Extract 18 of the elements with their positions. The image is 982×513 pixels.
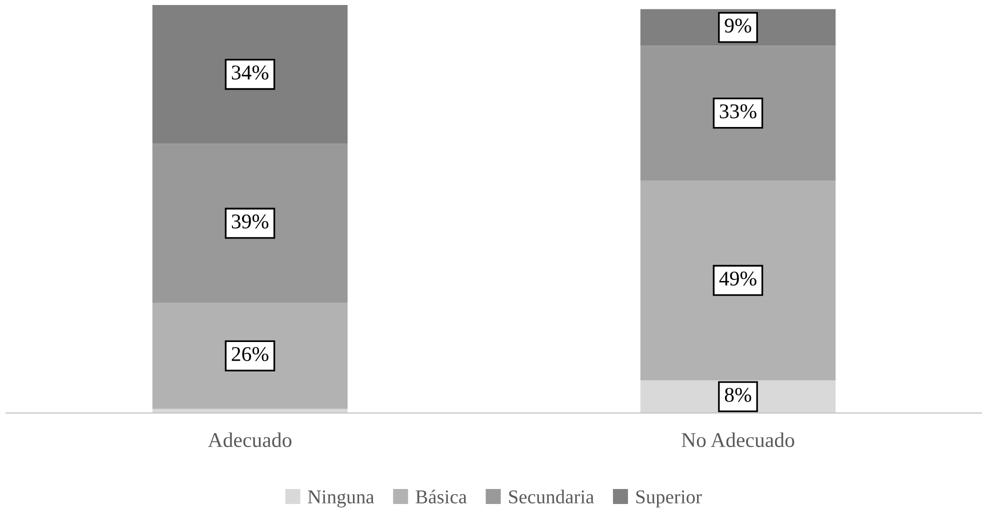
bar xyxy=(152,302,348,409)
data-label: 33% xyxy=(720,104,756,118)
data-label: 34% xyxy=(232,66,268,80)
data-label: 8% xyxy=(724,388,752,402)
bar xyxy=(152,144,348,303)
bar xyxy=(640,180,836,380)
legend-label: Secundaria xyxy=(509,490,594,504)
bar xyxy=(152,5,348,144)
x-tick-label: No Adecuado xyxy=(682,432,794,448)
data-label: 49% xyxy=(719,272,756,286)
legend-label: Ninguna xyxy=(308,490,374,508)
bar xyxy=(640,46,836,180)
data-label: 39% xyxy=(232,214,268,229)
x-tick-label: Adecuado xyxy=(208,432,292,448)
data-label: 26% xyxy=(232,347,268,362)
legend-label: Básica xyxy=(416,490,467,504)
data-label: 9% xyxy=(724,18,752,33)
legend-label: Superior xyxy=(636,490,702,508)
